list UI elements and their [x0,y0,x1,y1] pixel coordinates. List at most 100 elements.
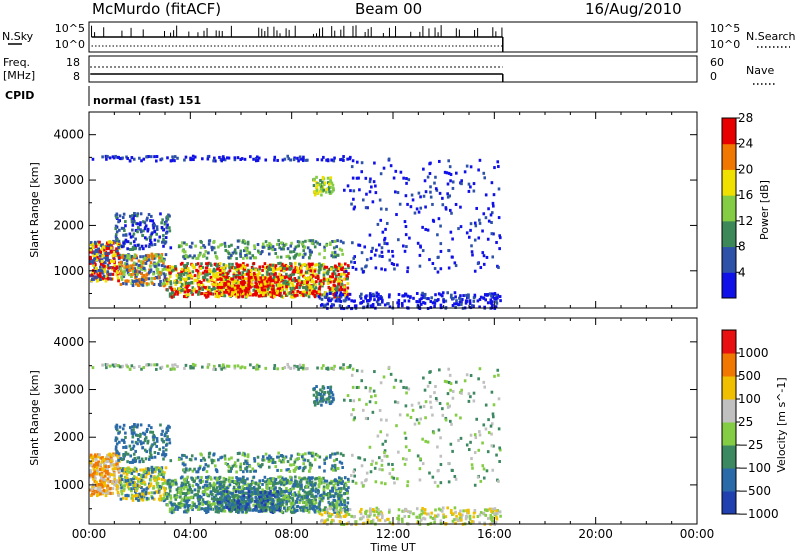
power-data-cell [198,287,201,290]
power-data-cell [112,155,115,158]
power-data-cell [155,254,158,257]
power-data-cell [325,191,328,194]
velocity-data-cell [198,486,201,489]
power-data-cell [291,296,294,299]
power-data-cell [143,274,146,277]
power-data-cell [308,256,311,259]
power-data-cell [156,225,159,228]
power-data-cell [228,245,231,248]
power-data-cell [441,197,444,200]
power-data-cell [310,269,313,272]
power-data-cell [347,184,350,187]
power-data-cell [369,292,372,295]
nave-label: Nave [746,64,774,77]
velocity-data-cell [327,484,330,487]
power-data-cell [312,239,315,242]
power-data-cell [150,232,153,235]
velocity-data-cell [229,483,232,486]
power-data-cell [178,276,181,279]
power-data-cell [276,256,279,259]
power-data-cell [436,233,439,236]
velocity-data-cell [148,492,151,495]
power-data-cell [226,276,229,279]
velocity-data-cell [99,492,102,495]
power-data-cell [342,241,345,244]
velocity-data-cell [258,486,261,489]
power-data-cell [211,248,214,251]
power-data-cell [309,253,312,256]
power-data-cell [91,278,94,281]
power-data-cell [145,155,148,158]
power-data-cell [389,259,392,262]
velocity-data-cell [128,471,131,474]
power-data-cell [487,238,490,241]
power-data-cell [314,245,317,248]
power-data-cell [98,241,101,244]
power-data-cell [196,279,199,282]
power-data-cell [330,305,333,308]
power-data-cell [490,302,493,305]
velocity-data-cell [242,494,245,497]
cpid-label: CPID [5,89,34,102]
velocity-data-cell [98,488,101,491]
power-data-cell [430,196,433,199]
power-data-cell [189,157,192,160]
power-data-cell [201,157,204,160]
power-data-cell [197,275,200,278]
power-data-cell [117,220,120,223]
power-data-cell [125,282,128,285]
velocity-data-cell [103,478,106,481]
power-data-cell [351,241,354,244]
power-data-cell [405,194,408,197]
power-data-cell [175,268,178,271]
velocity-data-cell [133,475,136,478]
power-data-cell [198,280,201,283]
power-data-cell [346,277,349,280]
power-data-cell [474,222,477,225]
power-data-cell [303,263,306,266]
velocity-data-cell [130,487,133,490]
velocity-data-cell [242,490,245,493]
velocity-data-cell [102,458,105,461]
power-data-cell [187,293,190,296]
power-data-cell [343,289,346,292]
power-data-cell [492,202,495,205]
power-data-cell [257,250,260,253]
power-data-cell [279,267,282,270]
power-data-cell [249,257,252,260]
power-data-cell [129,248,132,251]
power-data-cell [353,299,356,302]
power-data-cell [339,304,342,307]
power-data-cell [477,168,480,171]
power-data-cell [429,300,432,303]
power-data-cell [153,277,156,280]
power-data-cell [255,278,258,281]
power-data-cell [289,250,292,253]
power-data-cell [251,254,254,257]
velocity-data-cell [122,497,125,500]
nave-right-tick-low: 0 [710,70,717,83]
velocity-data-cell [146,497,149,500]
velocity-data-cell [187,508,190,511]
power-data-cell [320,279,323,282]
velocity-data-cell [334,482,337,485]
power-data-cell [295,286,298,289]
velocity-data-cell [317,489,320,492]
power-data-cell [181,289,184,292]
power-data-cell [148,213,151,216]
power-data-cell [283,267,286,270]
power-data-cell [294,270,297,273]
velocity-data-cell [92,455,95,458]
velocity-data-cell [127,479,130,482]
power-data-cell [430,296,433,299]
power-data-cell [471,304,474,307]
velocity-data-cell [213,502,216,505]
power-data-cell [152,272,155,275]
power-data-cell [166,215,169,218]
power-data-cell [99,255,102,258]
power-data-cell [171,296,174,299]
velocity-data-cell [212,484,215,487]
velocity-data-cell [273,510,276,513]
power-data-cell [224,249,227,252]
power-data-cell [116,230,119,233]
